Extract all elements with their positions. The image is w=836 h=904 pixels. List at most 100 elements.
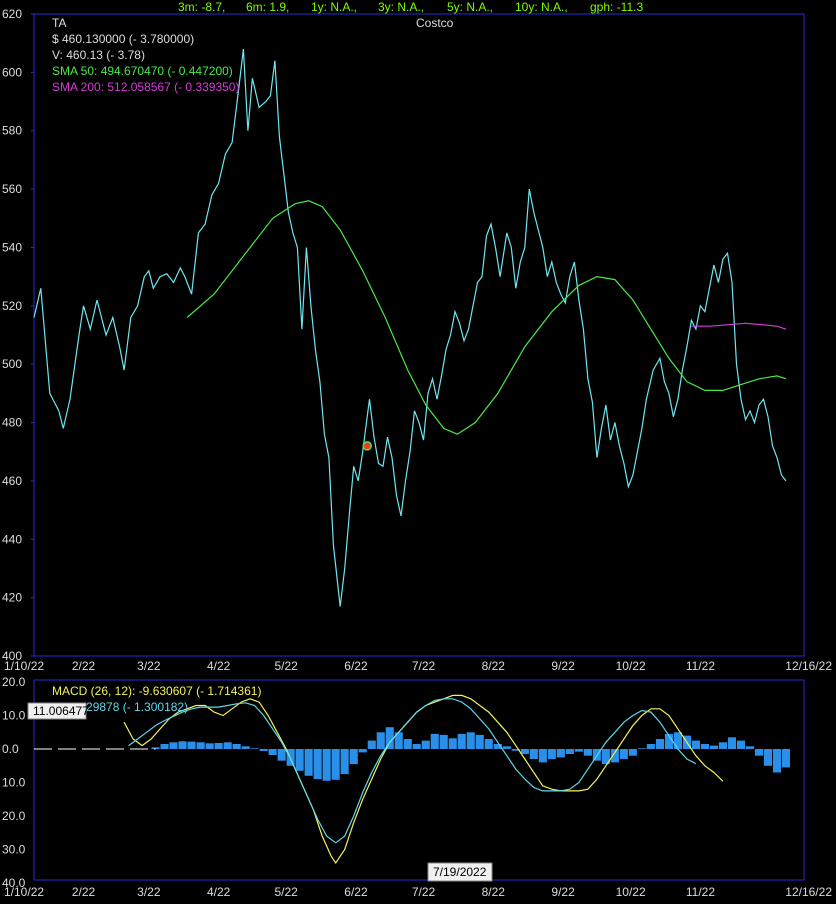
histogram-bar xyxy=(628,749,637,756)
histogram-bar xyxy=(448,738,457,749)
histogram-bar xyxy=(403,739,412,749)
value-tooltip-text: 11.006477 xyxy=(33,704,89,718)
x-tick-label: 5/22 xyxy=(274,885,298,899)
histogram-bar xyxy=(673,732,682,750)
price-legend: $ 460.130000 (- 3.780000) xyxy=(52,32,194,46)
x-tick-label: 12/16/22 xyxy=(785,885,832,899)
histogram-bar xyxy=(241,746,250,749)
x-tick-label: 8/22 xyxy=(482,659,506,673)
y-tick-label: 10.0 xyxy=(2,709,26,723)
histogram-bar xyxy=(484,739,493,749)
y-tick-label: 400 xyxy=(2,649,22,663)
histogram-bar xyxy=(565,749,574,754)
header-stats: 3m: -8.7, 6m: 1.9, 1y: N.A., 3y: N.A., 5… xyxy=(178,0,643,14)
histogram-bar xyxy=(745,746,754,749)
y-tick-label: 540 xyxy=(2,240,22,254)
volume-legend: V: 460.13 (- 3.78) xyxy=(52,48,145,62)
histogram-bar xyxy=(358,749,367,753)
sma50-line xyxy=(186,200,787,435)
x-tick-label: 10/22 xyxy=(616,885,646,899)
histogram-bar xyxy=(385,727,394,749)
histogram-bar xyxy=(376,732,385,750)
histogram-bar xyxy=(457,733,466,749)
histogram-bar xyxy=(286,749,295,766)
y-tick-label: 40.0 xyxy=(2,876,26,890)
histogram-bar xyxy=(178,741,187,749)
histogram-bar xyxy=(232,744,241,749)
histogram-bar xyxy=(223,742,232,749)
y-tick-label: 480 xyxy=(2,416,22,430)
price-x-axis: 1/10/22 2/22 3/22 4/22 5/22 6/22 7/22 8/22 9/22 1… xyxy=(4,659,832,673)
histogram-bar xyxy=(655,739,664,749)
header-stat: gph: -11.3 xyxy=(590,0,643,14)
histogram-bar xyxy=(205,743,214,749)
macd-panel-frame xyxy=(33,679,805,881)
histogram-bar xyxy=(529,749,538,759)
histogram-bar xyxy=(538,749,547,763)
x-tick-label: 11/22 xyxy=(686,885,715,899)
y-tick-label: 620 xyxy=(2,7,22,21)
histogram-bar xyxy=(367,740,376,749)
price-panel-frame xyxy=(33,13,805,657)
selected-point-marker[interactable] xyxy=(362,441,372,451)
histogram-bar xyxy=(646,744,655,749)
price-y-axis: 620 600 580 560 540 520 500 480 460 440 420 400 xyxy=(2,7,34,663)
histogram-bar xyxy=(349,749,358,765)
x-tick-label: 9/22 xyxy=(551,885,575,899)
y-tick-label: 440 xyxy=(2,532,22,546)
header-stat: 10y: N.A., xyxy=(515,0,568,14)
x-tick-label: 11/22 xyxy=(686,659,715,673)
histogram-bar xyxy=(277,749,286,761)
y-tick-label: 0.0 xyxy=(2,742,19,756)
histogram-bar xyxy=(547,749,556,759)
y-tick-label: 460 xyxy=(2,474,22,488)
value-tooltip: 11.006477 xyxy=(27,702,89,720)
y-tick-label: 600 xyxy=(2,65,22,79)
histogram-bar xyxy=(574,749,583,752)
y-tick-label: 580 xyxy=(2,124,22,138)
x-tick-label: 9/22 xyxy=(551,659,575,673)
histogram-bar xyxy=(556,749,565,758)
x-tick-label: 3/22 xyxy=(137,659,161,673)
header-stat: 5y: N.A., xyxy=(447,0,493,14)
histogram-bar xyxy=(160,744,169,749)
histogram-bar xyxy=(772,749,781,773)
histogram-bar xyxy=(340,749,349,775)
value-tooltip-box xyxy=(27,702,87,720)
histogram-bar xyxy=(475,734,484,749)
header-stat: 1y: N.A., xyxy=(311,0,357,14)
macd-series-group xyxy=(123,694,724,864)
y-tick-label: 420 xyxy=(2,591,22,605)
histogram-bar xyxy=(691,740,700,749)
histogram-bar xyxy=(520,749,529,754)
price-tag: TA xyxy=(52,16,66,30)
x-tick-label: 3/22 xyxy=(137,885,161,899)
macd-legend: MACD (26, 12): -9.630607 (- 1.714361) xyxy=(52,684,261,698)
y-tick-label: 20.0 xyxy=(2,809,26,823)
histogram-bar xyxy=(700,744,709,749)
histogram-bar xyxy=(394,732,403,750)
histogram-bar xyxy=(331,749,340,780)
x-tick-label: 7/22 xyxy=(412,659,436,673)
x-tick-label: 4/22 xyxy=(207,885,231,899)
x-tick-label: 6/22 xyxy=(344,885,368,899)
x-tick-label: 6/22 xyxy=(344,659,368,673)
date-tooltip: 7/19/2022 xyxy=(427,862,493,882)
y-tick-label: 30.0 xyxy=(2,843,26,857)
sma200-line xyxy=(691,322,787,330)
y-tick-label: 560 xyxy=(2,182,22,196)
histogram-bar xyxy=(619,749,628,759)
histogram-bar xyxy=(430,733,439,749)
histogram-bar xyxy=(583,749,592,756)
date-tooltip-text: 7/19/2022 xyxy=(433,865,487,879)
macd-line xyxy=(123,694,724,864)
histogram-bar xyxy=(250,748,259,749)
histogram-bar xyxy=(214,743,223,749)
x-tick-label: 2/22 xyxy=(72,659,96,673)
y-tick-label: 10.0 xyxy=(2,776,26,790)
x-tick-label: 10/22 xyxy=(616,659,646,673)
y-tick-label: 520 xyxy=(2,299,22,313)
histogram-bar xyxy=(268,749,277,755)
histogram-bar xyxy=(151,747,160,749)
